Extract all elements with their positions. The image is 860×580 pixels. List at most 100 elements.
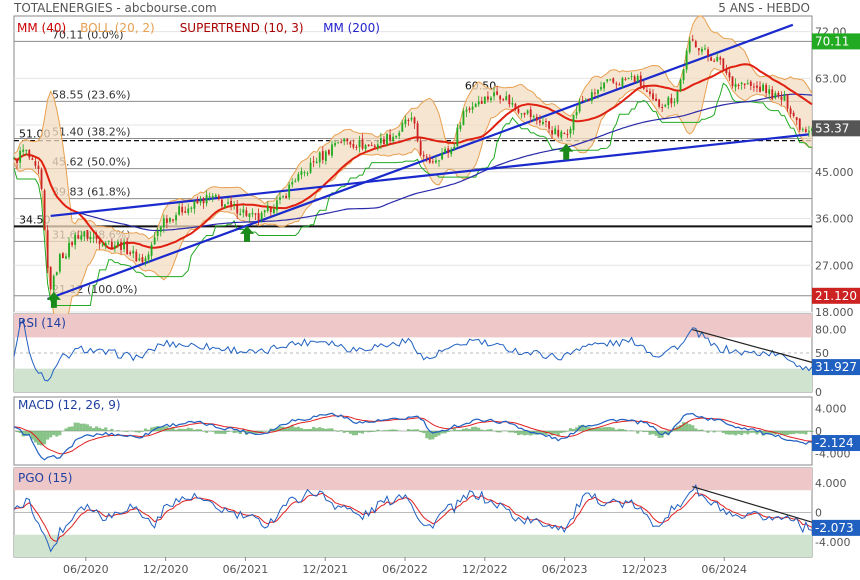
candle-body — [587, 98, 590, 101]
candle-body — [746, 83, 749, 85]
candle-body — [496, 91, 498, 95]
candle-body — [367, 144, 370, 146]
candle-body — [107, 240, 110, 242]
candle-body — [456, 127, 459, 147]
macd-histogram-bar — [419, 431, 423, 433]
candle-body — [704, 48, 706, 50]
candle-body — [548, 121, 550, 129]
candle-body — [609, 79, 612, 81]
macd-histogram-bar — [795, 431, 799, 434]
macd-histogram-bar — [321, 428, 325, 431]
macd-histogram-bar — [489, 429, 493, 431]
macd-histogram-bar — [416, 429, 420, 431]
macd-histogram-bar — [324, 428, 328, 431]
macd-histogram-bar — [630, 430, 634, 431]
macd-histogram-bar — [593, 427, 597, 431]
macd-histogram-bar — [645, 431, 649, 432]
macd-histogram-bar — [804, 431, 808, 435]
candle-body — [373, 145, 376, 148]
candle-body — [606, 79, 609, 82]
candle-body — [13, 158, 15, 160]
candle-body — [389, 134, 391, 141]
candle-body — [312, 161, 315, 163]
macd-histogram-bar — [122, 431, 126, 432]
legend-item: BOLL (20, 2) — [80, 21, 155, 35]
fibonacci-level-label: 70.11 (0.0%) — [52, 28, 124, 41]
candle-body — [685, 50, 688, 70]
candle-body — [713, 60, 716, 62]
candle-body — [581, 100, 584, 102]
macd-histogram-bar — [293, 427, 297, 431]
mm200-line — [13, 93, 813, 232]
macd-histogram-bar — [507, 431, 511, 433]
macd-histogram-bar — [205, 431, 209, 433]
candle-body — [490, 97, 492, 101]
candle-body — [645, 90, 648, 92]
candle-body — [688, 40, 691, 53]
macd-histogram-bar — [339, 430, 343, 431]
candle-body — [358, 140, 361, 148]
candle-body — [502, 99, 505, 101]
macd-histogram-bar — [581, 424, 585, 431]
channel-trendline — [47, 23, 794, 301]
macd-histogram-bar — [550, 431, 554, 436]
macd-histogram-bar — [220, 431, 224, 434]
candle-body — [113, 245, 116, 249]
channel-trendline — [50, 133, 809, 218]
macd-histogram-bar — [443, 431, 447, 434]
candle-body — [272, 209, 275, 214]
candle-body — [22, 149, 25, 152]
macd-histogram-bar — [192, 429, 196, 431]
macd-histogram-bar — [98, 427, 102, 431]
candle-body — [71, 242, 74, 246]
candle-body — [493, 92, 495, 97]
candle-body — [251, 212, 254, 215]
candle-body — [804, 129, 807, 132]
macd-histogram-bar — [740, 431, 744, 435]
candle-body — [132, 250, 135, 254]
macd-histogram-bar — [250, 431, 255, 434]
macd-histogram-bar — [290, 425, 294, 431]
candle-body — [266, 205, 269, 211]
macd-histogram-bar — [706, 431, 710, 433]
macd-histogram-bar — [761, 431, 765, 436]
macd-histogram-bar — [688, 424, 692, 431]
macd-histogram-bar — [602, 427, 606, 431]
candle-body — [682, 69, 685, 81]
macd-histogram-bar — [156, 426, 160, 431]
candle-body — [462, 111, 465, 126]
candle-body — [578, 101, 581, 112]
macd-histogram-bar — [217, 431, 221, 434]
macd-histogram-bar — [446, 431, 450, 433]
pgo-y-tick-label: 4.000 — [815, 477, 847, 490]
candle-body — [673, 101, 676, 103]
candle-body — [34, 161, 37, 166]
candle-body — [594, 92, 596, 94]
macd-histogram-bar — [327, 428, 331, 431]
candle-body — [77, 235, 80, 239]
x-tick-label: 12/2021 — [302, 563, 348, 576]
fibonacci-level-label: 39.83 (61.8%) — [52, 186, 131, 199]
macd-histogram-bar — [782, 431, 787, 436]
candle-body — [150, 244, 153, 256]
macd-histogram-bar — [535, 431, 539, 435]
candle-body — [600, 86, 602, 90]
candle-body — [590, 92, 593, 101]
macd-histogram-bar — [440, 431, 444, 434]
candle-body — [428, 157, 431, 163]
candle-body — [104, 243, 107, 246]
candle-body — [752, 86, 755, 88]
macd-histogram-bar — [477, 427, 481, 431]
candle-body — [318, 152, 321, 163]
macd-histogram-bar — [85, 424, 89, 431]
candle-body — [514, 103, 517, 109]
macd-histogram-bar — [758, 431, 762, 433]
candle-body — [477, 101, 480, 105]
macd-line — [13, 412, 813, 461]
x-tick-label: 06/2024 — [701, 563, 747, 576]
candle-body — [187, 208, 190, 213]
candle-body — [667, 97, 670, 106]
candle-body — [520, 113, 523, 115]
macd-histogram-bar — [406, 429, 410, 431]
macd-histogram-bar — [361, 431, 365, 434]
